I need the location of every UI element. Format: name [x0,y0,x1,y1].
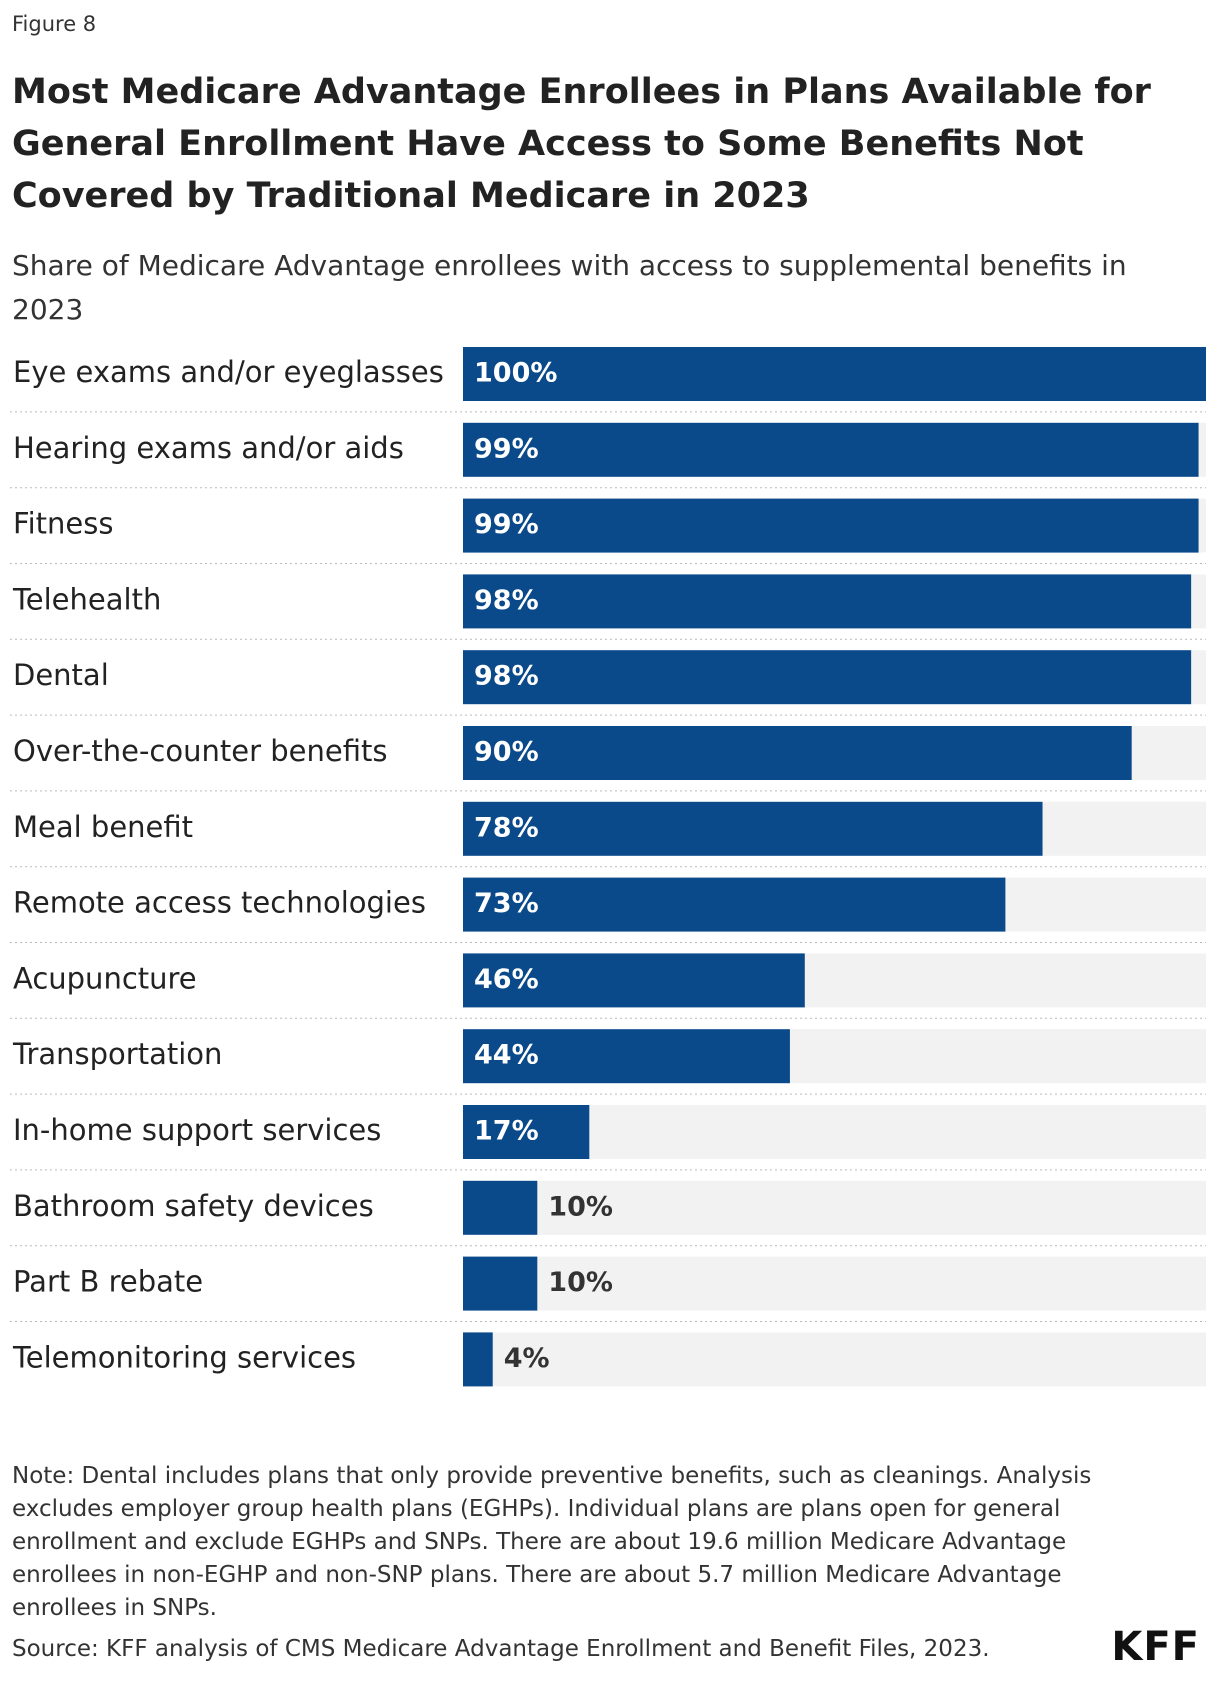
bar [463,726,1132,780]
category-label: Fitness [13,507,113,541]
bar [463,1180,538,1235]
category-label: Meal benefit [13,810,193,844]
bar [463,1029,790,1084]
category-label: Part B rebate [13,1265,203,1299]
category-label: Telehealth [12,582,161,616]
chart: Eye exams and/or eyeglasses 100% Hearing e… [10,347,1206,1387]
value-label: 99% [474,509,539,540]
category-label: Over-the-counter benefits [13,734,387,768]
category-label: Remote access technologies [13,886,426,920]
value-label: 46% [474,964,539,995]
bar [463,801,1043,856]
category-label: Telemonitoring services [12,1340,356,1374]
bar [463,1256,538,1311]
value-label: 98% [474,585,539,616]
value-label: 4% [504,1343,550,1374]
bar [463,422,1199,477]
value-label: 99% [474,433,539,464]
bar [463,877,1006,932]
value-label: 78% [474,812,539,843]
value-label: 17% [474,1116,539,1147]
bar-track [463,1180,1206,1235]
note: Note: Dental includes plans that only pr… [12,1463,1092,1621]
category-label: Transportation [12,1037,222,1071]
value-label: 73% [474,888,539,919]
category-label: Hearing exams and/or aids [13,431,404,465]
chart-subtitle: Share of Medicare Advantage enrollees wi… [12,249,1127,326]
category-label: Bathroom safety devices [13,1189,374,1223]
bar [463,953,805,1008]
value-label: 100% [474,358,557,389]
bar-track [463,1332,1206,1387]
bar [463,498,1199,553]
bar [463,574,1192,629]
value-label: 10% [548,1191,613,1222]
source: Source: KFF analysis of CMS Medicare Adv… [12,1636,990,1662]
category-label: In-home support services [13,1113,381,1147]
value-label: 90% [474,737,539,768]
figure-label: Figure 8 [12,12,97,36]
bar [463,1105,590,1159]
category-label: Eye exams and/or eyeglasses [13,355,444,389]
bar-track [463,1256,1206,1311]
value-label: 44% [474,1040,539,1071]
value-label: 98% [474,661,539,692]
bar [463,650,1192,705]
category-label: Dental [13,658,109,692]
bar [463,1332,493,1387]
logo: KFF [1111,1624,1200,1670]
value-label: 10% [548,1267,613,1298]
category-label: Acupuncture [13,961,197,995]
bar [463,347,1206,401]
chart-title: Most Medicare Advantage Enrollees in Pla… [12,72,1151,216]
